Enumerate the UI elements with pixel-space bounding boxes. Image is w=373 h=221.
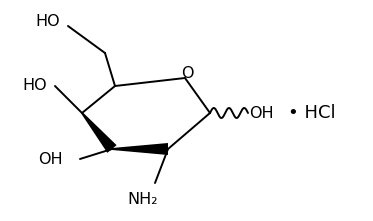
- Text: HO: HO: [22, 78, 47, 93]
- Text: O: O: [181, 65, 193, 80]
- Text: • HCl: • HCl: [288, 104, 336, 122]
- Text: OH: OH: [38, 152, 63, 166]
- Text: OH: OH: [249, 105, 274, 120]
- Polygon shape: [81, 112, 117, 153]
- Polygon shape: [112, 143, 168, 155]
- Text: NH₂: NH₂: [128, 192, 158, 206]
- Text: HO: HO: [35, 13, 60, 29]
